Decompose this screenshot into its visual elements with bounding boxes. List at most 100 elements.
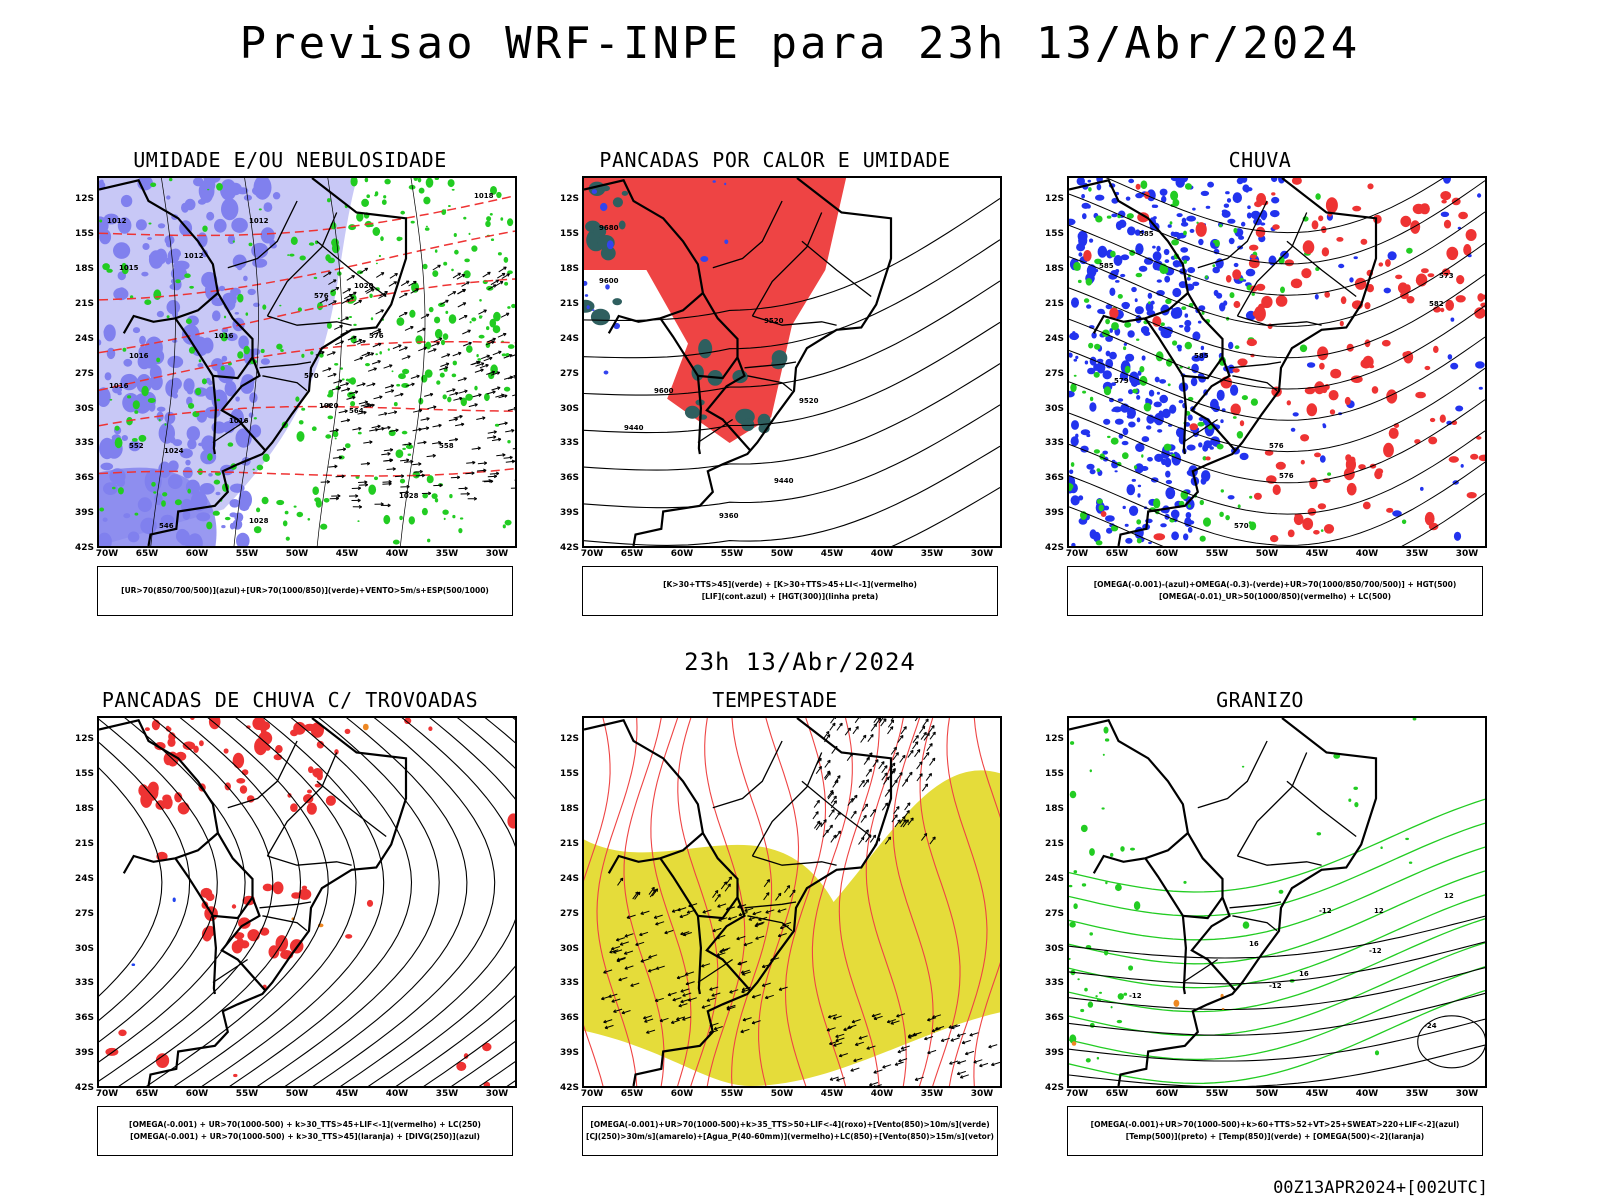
wind-vector [487, 430, 497, 434]
wind-vector [896, 1013, 906, 1018]
lon-tick-label: 70W [580, 549, 604, 559]
wind-vector [427, 348, 437, 353]
contour-line [99, 405, 515, 427]
coastline [632, 718, 893, 1086]
wind-vector [452, 272, 462, 279]
field-blob [132, 400, 140, 410]
field-blob [1085, 278, 1093, 286]
field-blob [214, 218, 227, 233]
field-blob [308, 242, 315, 246]
field-blob [123, 358, 133, 367]
wind-vector [779, 925, 790, 930]
field-blob [99, 387, 111, 407]
country-border [99, 179, 267, 452]
field-blob [201, 435, 216, 453]
field-blob [1228, 341, 1234, 350]
field-blob [188, 346, 196, 354]
contour-label: 1012 [184, 252, 204, 260]
country-border [122, 292, 219, 334]
field-blob [295, 396, 300, 402]
panel-title: PANCADAS DE CHUVA C/ TROVOADAS [101, 688, 479, 712]
field-blob [1302, 240, 1315, 255]
state-border [212, 418, 248, 444]
wind-vector [603, 969, 613, 974]
field-blob [170, 266, 188, 281]
field-blob [1252, 309, 1265, 318]
contour-line [1069, 274, 1485, 359]
field-blob [1299, 344, 1308, 353]
field-blob [1130, 847, 1135, 851]
wind-vector [487, 474, 498, 479]
wind-vector [366, 382, 376, 387]
wind-vector [991, 1061, 1000, 1067]
field-blob [1375, 468, 1384, 475]
field-blob [1228, 237, 1235, 245]
field-blob [1093, 371, 1100, 378]
field-blob [1383, 442, 1394, 458]
wind-vector [417, 440, 427, 445]
wind-vector [421, 491, 432, 496]
wind-vector [901, 778, 909, 787]
lat-tick-label: 39S [559, 1048, 579, 1059]
field-blob [218, 285, 226, 292]
country-border [1144, 317, 1224, 380]
field-blob [1445, 299, 1454, 311]
state-border [751, 212, 823, 317]
wind-vector [860, 734, 867, 743]
field-blob [443, 517, 446, 521]
wind-vector [357, 410, 367, 415]
field-blob [477, 358, 482, 361]
field-blob [260, 348, 265, 354]
lat-tick-label: 21S [74, 838, 94, 849]
field-blob [1152, 245, 1156, 249]
field-blob [1089, 848, 1095, 856]
field-blob [1115, 221, 1123, 231]
wind-vector [511, 460, 515, 462]
field-blob [1096, 468, 1101, 472]
wind-vector [482, 478, 492, 483]
lat-tick-label: 18S [1044, 804, 1064, 814]
wind-vector [401, 355, 411, 360]
field-blob [1163, 248, 1170, 256]
wind-vector [853, 1057, 863, 1063]
lat-tick-label: 18S [74, 804, 94, 814]
wind-vector [449, 391, 459, 396]
field-blob [1071, 297, 1079, 308]
field-blob [1084, 987, 1088, 992]
field-blob [341, 378, 345, 381]
field-blob [601, 185, 610, 192]
field-blob [1202, 456, 1207, 461]
wind-vector [487, 435, 497, 439]
wind-vector [321, 403, 332, 408]
lat-tick-label: 24S [1044, 333, 1064, 344]
field-blob [344, 728, 351, 734]
field-blob [392, 539, 400, 545]
wind-vector [643, 1015, 653, 1020]
field-blob [1192, 207, 1196, 211]
wind-vector [924, 1036, 934, 1041]
state-border [1197, 740, 1268, 809]
lat-tick-label: 42S [559, 543, 579, 553]
field-blob [1095, 540, 1103, 546]
field-blob [1405, 837, 1409, 841]
field-blob [507, 218, 514, 227]
field-blob [1388, 427, 1399, 439]
field-blob [1270, 535, 1279, 543]
wind-vector [624, 965, 634, 970]
field-blob [1241, 395, 1248, 401]
wind-vector [892, 752, 899, 761]
wind-vector [775, 892, 782, 901]
field-blob [1115, 280, 1120, 283]
wind-vector [404, 325, 414, 331]
wind-vector [331, 494, 341, 498]
field-blob [1354, 277, 1367, 290]
field-blob [1095, 995, 1098, 998]
field-blob [163, 752, 173, 766]
wind-vector [670, 1019, 680, 1024]
wind-vector [667, 992, 677, 997]
field-blob [1458, 211, 1468, 220]
wind-vector [615, 937, 626, 942]
contour-line [146, 718, 329, 1086]
field-blob [398, 373, 406, 380]
